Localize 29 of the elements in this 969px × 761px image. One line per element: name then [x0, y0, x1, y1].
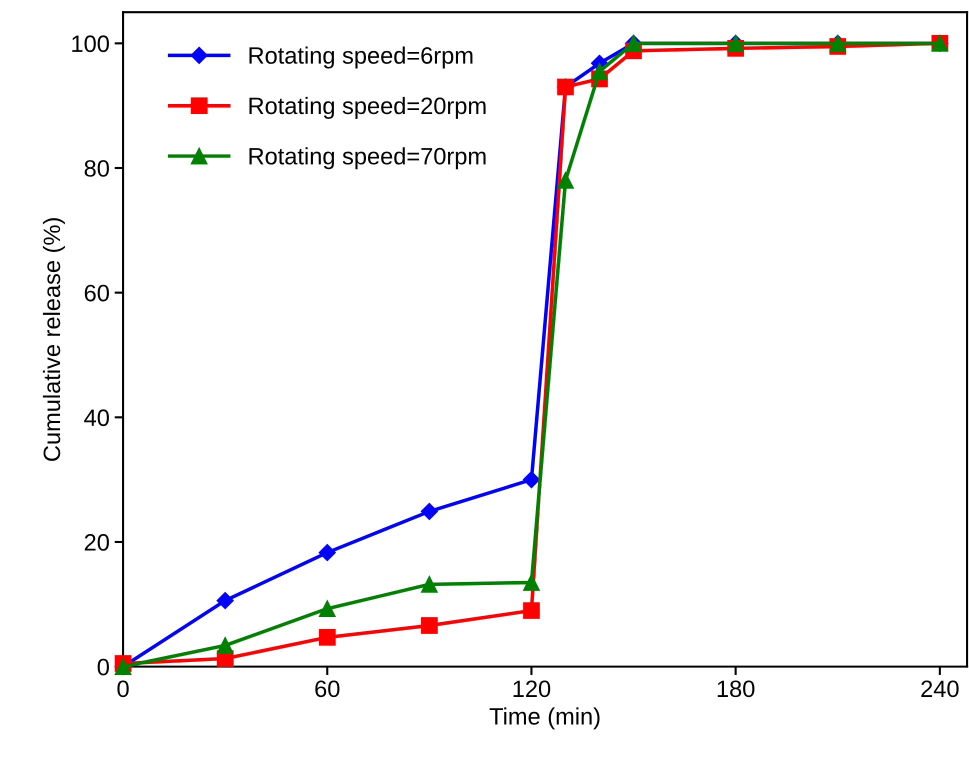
point — [216, 637, 234, 654]
y-tick-label: 20 — [84, 534, 109, 551]
y-tick-label: 60 — [84, 284, 109, 302]
point — [421, 617, 438, 634]
legend-label: Rotating speed=70rpm — [249, 147, 486, 170]
x-tick-label: 120 — [514, 680, 550, 698]
point — [523, 602, 540, 619]
y-tick-label: 100 — [72, 35, 109, 52]
y-axis-title: Cumulative release (%) — [42, 218, 65, 461]
point — [557, 172, 574, 189]
y-tick-label: 0 — [98, 658, 109, 676]
point — [318, 629, 336, 646]
x-tick-label: 0 — [117, 680, 129, 698]
point — [591, 63, 608, 80]
x-tick-label: 240 — [921, 680, 959, 698]
point — [421, 576, 438, 593]
point — [216, 592, 234, 610]
x-tick-label: 60 — [315, 680, 340, 698]
x-tick-label: 180 — [718, 680, 754, 698]
legend-label: Rotating speed=20rpm — [249, 96, 486, 119]
y-tick-label: 80 — [84, 160, 109, 177]
point — [523, 574, 540, 591]
point — [318, 544, 336, 562]
point — [420, 502, 438, 520]
legend-label: Rotating speed=6rpm — [249, 46, 472, 69]
x-axis-title: Time (min) — [490, 707, 600, 730]
y-tick-label: 40 — [84, 409, 109, 426]
point — [318, 600, 336, 618]
point — [522, 471, 540, 488]
